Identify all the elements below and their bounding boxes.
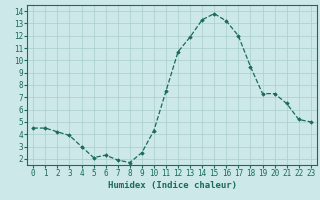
X-axis label: Humidex (Indice chaleur): Humidex (Indice chaleur) bbox=[108, 181, 236, 190]
